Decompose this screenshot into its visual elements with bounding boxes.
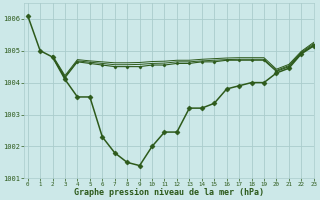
X-axis label: Graphe pression niveau de la mer (hPa): Graphe pression niveau de la mer (hPa) (74, 188, 264, 197)
